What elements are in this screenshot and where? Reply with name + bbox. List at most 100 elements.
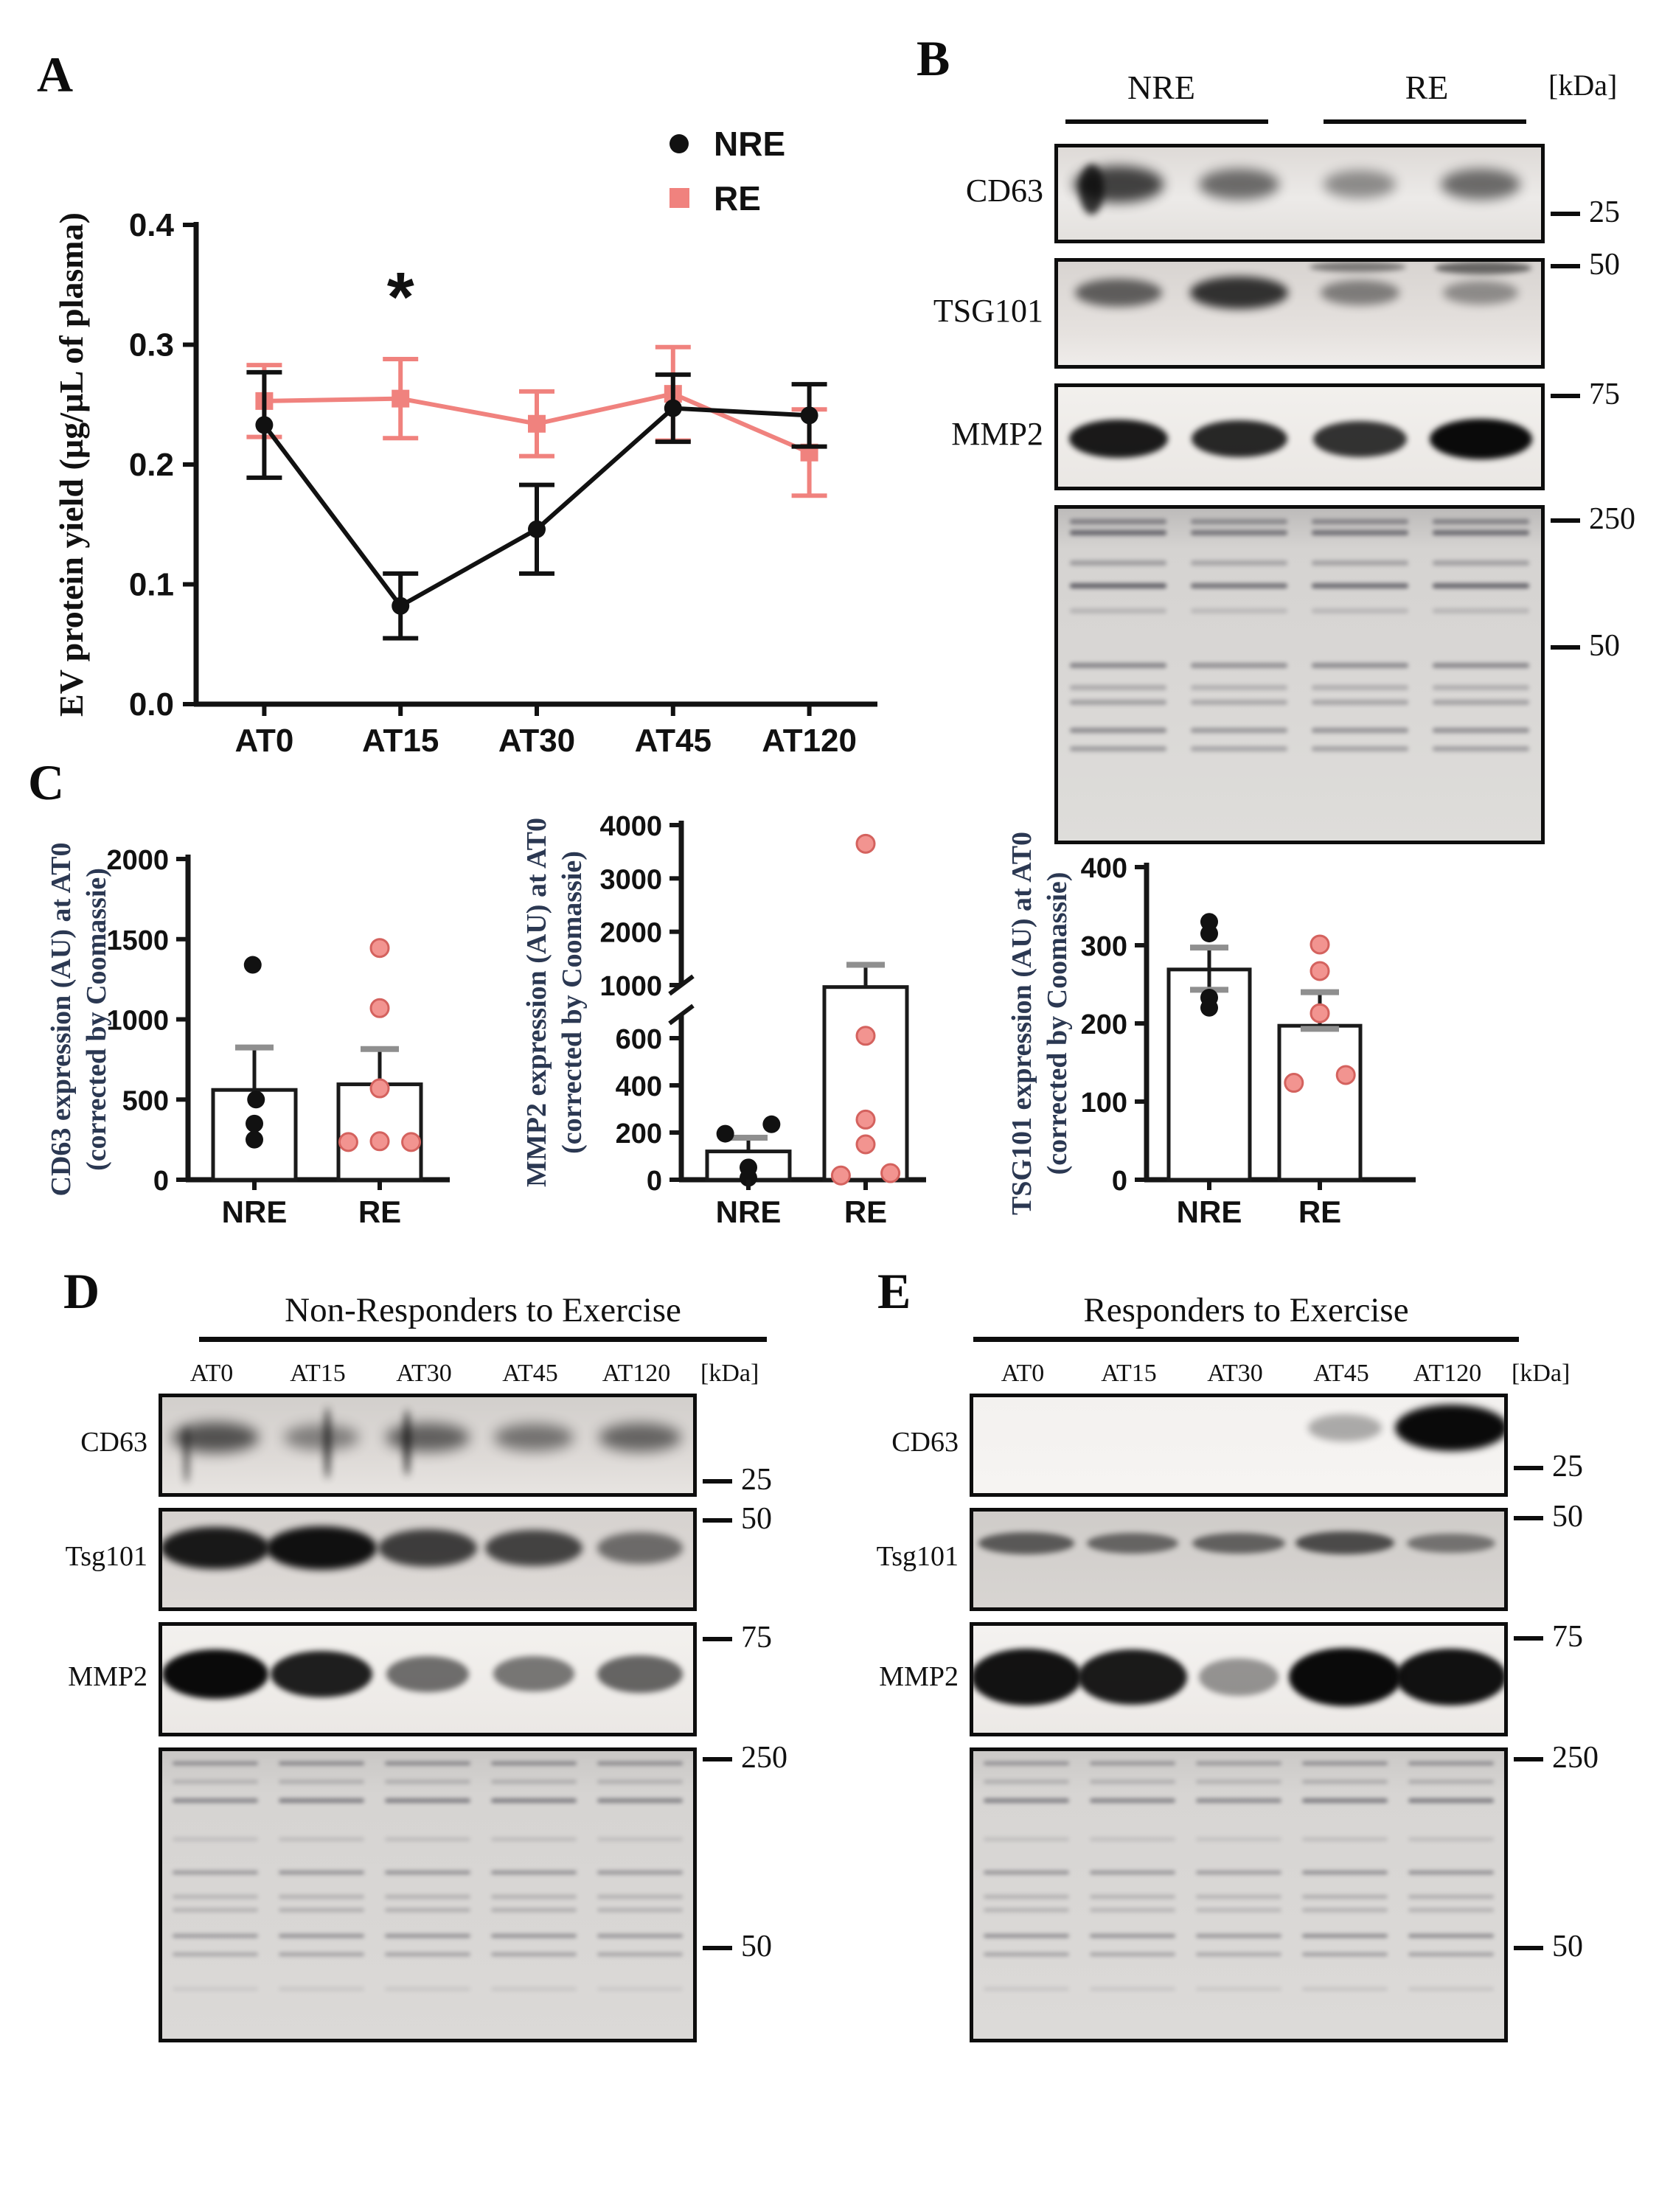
cd63-blot-e (970, 1394, 1508, 1497)
blot-smudge (324, 1407, 331, 1479)
kda-marker-tick (1551, 211, 1580, 216)
gel-band (597, 1986, 683, 1992)
gel-band (1191, 663, 1288, 669)
gel-band (385, 1798, 470, 1803)
protein-band (1199, 168, 1279, 201)
protein-band (265, 1526, 378, 1570)
gel-band (1432, 583, 1529, 589)
gel-band (491, 1798, 577, 1803)
gel-band (385, 1870, 470, 1875)
gel-band (1196, 1780, 1281, 1784)
protein-band (1192, 1532, 1286, 1554)
gel-band (1311, 583, 1408, 589)
gel-band (1432, 699, 1529, 705)
gel-band (173, 1895, 258, 1899)
chart-text: 400 (616, 1071, 662, 1102)
protein-band (162, 1649, 268, 1699)
gel-band (385, 1895, 470, 1899)
gel-band (597, 1895, 683, 1899)
kda-marker-label: 50 (741, 1930, 772, 1964)
gel-band (279, 1780, 364, 1784)
gel-band (279, 1907, 364, 1912)
gel-band (1311, 530, 1408, 536)
mmp2-row-label-b: MMP2 (951, 416, 1043, 452)
gel-band (1311, 518, 1408, 524)
protein-band (1407, 1533, 1495, 1554)
chart-text: 200 (616, 1119, 662, 1150)
gel-band (1196, 1907, 1281, 1912)
gel-band (173, 1907, 258, 1912)
chart-text: 2000 (599, 918, 662, 949)
gel-band (1302, 1933, 1388, 1938)
tsg101-blot-e (970, 1508, 1508, 1611)
gel-band (1432, 530, 1529, 536)
chart-text: 0.3 (129, 327, 174, 364)
kda-marker-label: 50 (1552, 1500, 1583, 1534)
lane-label: AT30 (396, 1360, 452, 1387)
chart-text: 0.0 (129, 686, 174, 723)
gel-band (1311, 684, 1408, 690)
chart-text: 1500 (106, 925, 169, 956)
gel-band (1191, 684, 1288, 690)
gel-band (1302, 1870, 1388, 1875)
protein-band (1440, 168, 1521, 201)
gel-band (1311, 608, 1408, 614)
chart-text: NRE (222, 1194, 288, 1229)
chart-text: 0.2 (129, 447, 174, 483)
gel-band (1311, 728, 1408, 734)
cd63-row-label-d: CD63 (80, 1427, 147, 1458)
chart-text: 300 (1081, 931, 1127, 962)
mmp2-blot-b (1054, 383, 1545, 490)
mmp2-row-label-d: MMP2 (68, 1661, 147, 1692)
gel-band (491, 1761, 577, 1766)
gel-band (1408, 1780, 1494, 1784)
kda-marker-label: 75 (741, 1621, 772, 1655)
chart-text: 0 (1112, 1166, 1127, 1197)
lane-label: AT0 (189, 1360, 234, 1387)
gel-band (984, 1895, 1069, 1899)
kda-marker-tick (1514, 1465, 1543, 1470)
gel-band (173, 1952, 258, 1957)
coomassie-gel-d (159, 1747, 697, 2042)
chart-text: 0 (647, 1166, 662, 1197)
gel-band (279, 1952, 364, 1957)
gel-band (1070, 699, 1167, 705)
cd63-row-label-e: CD63 (891, 1427, 959, 1458)
protein-band (1199, 1658, 1279, 1696)
gel-band (984, 1798, 1069, 1803)
gel-band (1302, 1907, 1388, 1912)
gel-band (1070, 518, 1167, 524)
gel-band (597, 1870, 683, 1875)
gel-band (1432, 728, 1529, 734)
kda-marker-label: 75 (1552, 1619, 1583, 1654)
gel-band (1302, 1952, 1388, 1957)
gel-band (1408, 1870, 1494, 1875)
kda-marker-label: 50 (1589, 247, 1620, 282)
chart-text: NRE (714, 125, 785, 163)
gel-band (1432, 608, 1529, 614)
protein-band (1312, 420, 1407, 457)
protein-band (494, 1424, 574, 1451)
chart-text: 3000 (599, 864, 662, 895)
gel-band (173, 1986, 258, 1992)
kda-marker-label: 250 (1552, 1741, 1599, 1775)
gel-band (597, 1761, 683, 1766)
protein-band (1078, 1649, 1187, 1705)
gel-band (1070, 608, 1167, 614)
chart-text: * (387, 258, 414, 336)
protein-band (1074, 279, 1162, 307)
protein-band (973, 1649, 1082, 1705)
gel-band (1311, 663, 1408, 669)
panel-d-label: D (63, 1263, 100, 1319)
gel-band (1408, 1952, 1494, 1957)
gel-band (1191, 518, 1288, 524)
gel-band (279, 1933, 364, 1938)
kda-marker-tick (1514, 1516, 1543, 1520)
gel-band (279, 1798, 364, 1803)
ev-protein-yield-line-chart: 0.0 0.1 0.2 0.3 0.4 AT0 AT15 AT30 AT45 AT120 EV pr… (52, 125, 877, 759)
gel-band (1302, 1837, 1388, 1842)
gel-band (173, 1780, 258, 1784)
re-group-label: RE (1405, 69, 1449, 106)
kda-marker-tick (1551, 645, 1580, 650)
